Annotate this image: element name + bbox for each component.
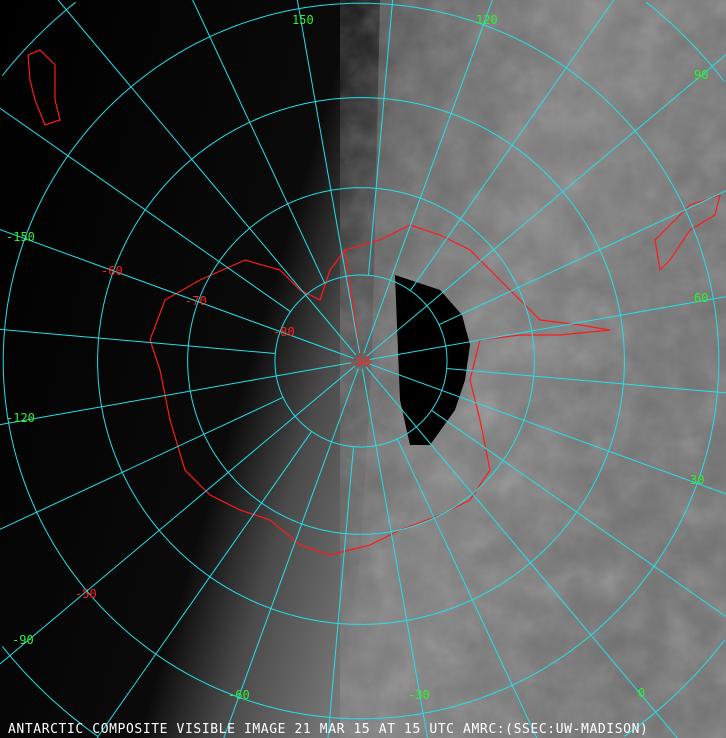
latitude-circle: [2, 2, 720, 720]
longitude-label: 150: [292, 13, 314, 27]
meridian-line: [57, 0, 357, 356]
meridian-line: [0, 229, 354, 359]
latitude-circle: [187, 187, 535, 535]
graticule-labels: 150 120 90 60 30 0 -30 -60 -90 -120 -150 -90 -80 -70 -…: [6, 13, 708, 702]
longitude-label: 30: [690, 473, 704, 487]
longitude-label: 120: [476, 13, 498, 27]
latitude-label: -50: [75, 587, 97, 601]
meridian-line: [0, 365, 356, 665]
latitude-label: -60: [101, 264, 123, 278]
meridian-line: [409, 0, 615, 291]
longitude-label: -120: [6, 411, 35, 425]
missing-data-region: [395, 275, 470, 445]
meridian-line: [0, 107, 291, 313]
meridian-line: [431, 409, 726, 617]
meridian-line: [363, 0, 493, 354]
meridian-line: [368, 296, 726, 361]
meridian-line: [366, 54, 726, 357]
meridian-line: [327, 446, 355, 738]
longitude-label: -60: [228, 688, 250, 702]
longitude-label: 60: [694, 291, 708, 305]
longitude-label: -150: [6, 230, 35, 244]
meridian-line: [361, 368, 428, 738]
meridian-line: [365, 366, 678, 738]
meridian-line: [0, 328, 276, 355]
meridian-line: [396, 438, 538, 738]
image-caption: ANTARCTIC COMPOSITE VISIBLE IMAGE 21 MAR…: [8, 722, 649, 737]
latitude-label: -80: [273, 325, 295, 339]
latitude-label: -70: [185, 294, 207, 308]
cloud-texture: [340, 0, 726, 738]
meridian-line: [0, 361, 354, 426]
meridian-line: [438, 190, 726, 326]
meridian-line: [0, 396, 284, 530]
meridian-line: [223, 368, 359, 738]
latitude-circle: [97, 97, 625, 625]
meridian-line: [367, 0, 394, 276]
longitude-label: 0: [638, 686, 645, 700]
meridian-line: [446, 367, 726, 394]
meridian-line: [96, 431, 313, 738]
longitude-label: -30: [408, 688, 430, 702]
meridian-line: [192, 0, 326, 284]
longitude-label: -90: [12, 633, 34, 647]
meridian-line: [296, 0, 361, 354]
longitude-label: 90: [694, 68, 708, 82]
meridian-line: [368, 363, 726, 495]
latitude-circle: [274, 274, 448, 448]
latitude-label: -90: [349, 355, 371, 369]
